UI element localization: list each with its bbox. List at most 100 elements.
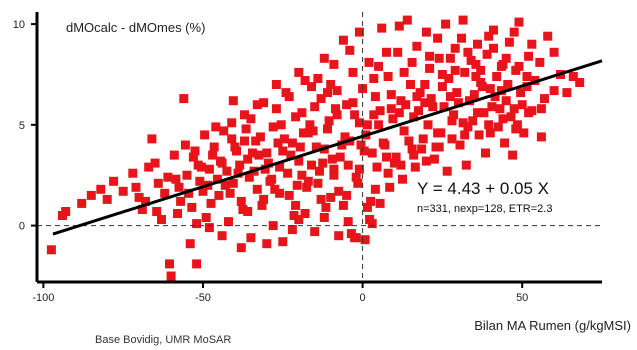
data-point (169, 150, 179, 160)
data-point (356, 140, 366, 150)
data-point (259, 194, 269, 204)
x-axis-label: Bilan MA Rumen (g/kgMSI) (474, 318, 631, 333)
data-point (428, 102, 438, 112)
data-point (246, 233, 256, 243)
data-point (157, 215, 166, 224)
data-point (141, 196, 150, 206)
data-point (251, 136, 261, 146)
data-point (420, 80, 430, 89)
data-point (354, 118, 364, 128)
data-point (377, 23, 387, 33)
data-point (225, 188, 235, 198)
data-point (334, 231, 344, 241)
y-axis-label: dMOcalc - dMOmes (%) (66, 20, 205, 35)
data-point (442, 166, 452, 176)
data-point (527, 39, 537, 49)
data-point (227, 118, 237, 128)
data-point (351, 233, 361, 243)
data-point (437, 70, 447, 79)
data-point (315, 166, 324, 176)
data-point (335, 152, 345, 162)
data-point (243, 154, 253, 164)
data-point (166, 271, 176, 281)
data-point (450, 65, 460, 75)
data-point (319, 213, 329, 222)
data-point (232, 146, 241, 156)
data-point (248, 148, 257, 158)
data-source-note: Base Bovidig, UMR MoSAR (95, 334, 231, 346)
data-point (345, 45, 355, 55)
data-point (466, 55, 476, 65)
data-point (414, 106, 423, 116)
data-point (437, 82, 447, 92)
data-point (365, 215, 375, 224)
data-point (176, 196, 186, 206)
data-point (406, 80, 415, 89)
x-tick-label: -100 (32, 292, 54, 304)
data-point (348, 67, 358, 77)
data-point (284, 92, 294, 102)
data-point (517, 100, 527, 110)
data-points (46, 15, 585, 281)
data-point (227, 134, 237, 144)
data-point (109, 176, 119, 186)
data-point (275, 162, 285, 172)
data-point (514, 61, 524, 71)
data-point (391, 152, 401, 162)
data-point (364, 57, 374, 67)
data-point (179, 94, 189, 104)
data-point (305, 120, 315, 130)
data-point (354, 27, 364, 37)
data-point (503, 80, 513, 89)
data-point (204, 164, 214, 174)
data-point (271, 80, 281, 89)
data-point (519, 128, 529, 138)
data-point (516, 88, 526, 98)
data-point (474, 130, 484, 140)
data-point (354, 164, 364, 174)
data-point (429, 154, 439, 164)
data-point (303, 128, 313, 138)
data-point (204, 223, 214, 233)
x-tick-label: -50 (195, 292, 211, 304)
data-point (260, 164, 270, 174)
y-tick-label: 5 (19, 120, 25, 132)
data-point (46, 245, 56, 255)
data-point (134, 192, 144, 202)
data-point (496, 86, 506, 96)
data-point (399, 126, 409, 136)
data-point (287, 225, 297, 235)
data-point (196, 162, 206, 172)
data-point (86, 190, 96, 200)
data-point (375, 198, 385, 208)
data-point (342, 100, 352, 110)
data-point (209, 142, 219, 152)
data-point (489, 43, 498, 53)
data-point (463, 122, 473, 132)
data-point (212, 174, 222, 184)
data-point (508, 150, 518, 160)
data-point (426, 94, 436, 104)
data-point (153, 178, 163, 188)
data-point (388, 114, 398, 124)
data-point (418, 134, 428, 144)
data-point (360, 235, 370, 245)
data-point (332, 86, 342, 96)
data-point (439, 102, 449, 112)
data-point (350, 110, 360, 120)
data-point (131, 182, 141, 192)
data-point (246, 114, 256, 124)
data-point (404, 136, 414, 146)
data-point (211, 122, 221, 132)
x-tick-label: 50 (516, 292, 528, 304)
data-point (334, 186, 344, 196)
data-point (307, 82, 316, 92)
data-point (300, 76, 310, 85)
data-point (385, 182, 395, 192)
data-point (461, 160, 471, 170)
data-point (238, 205, 248, 214)
data-point (522, 82, 532, 92)
data-point (412, 41, 422, 51)
data-point (549, 86, 559, 96)
